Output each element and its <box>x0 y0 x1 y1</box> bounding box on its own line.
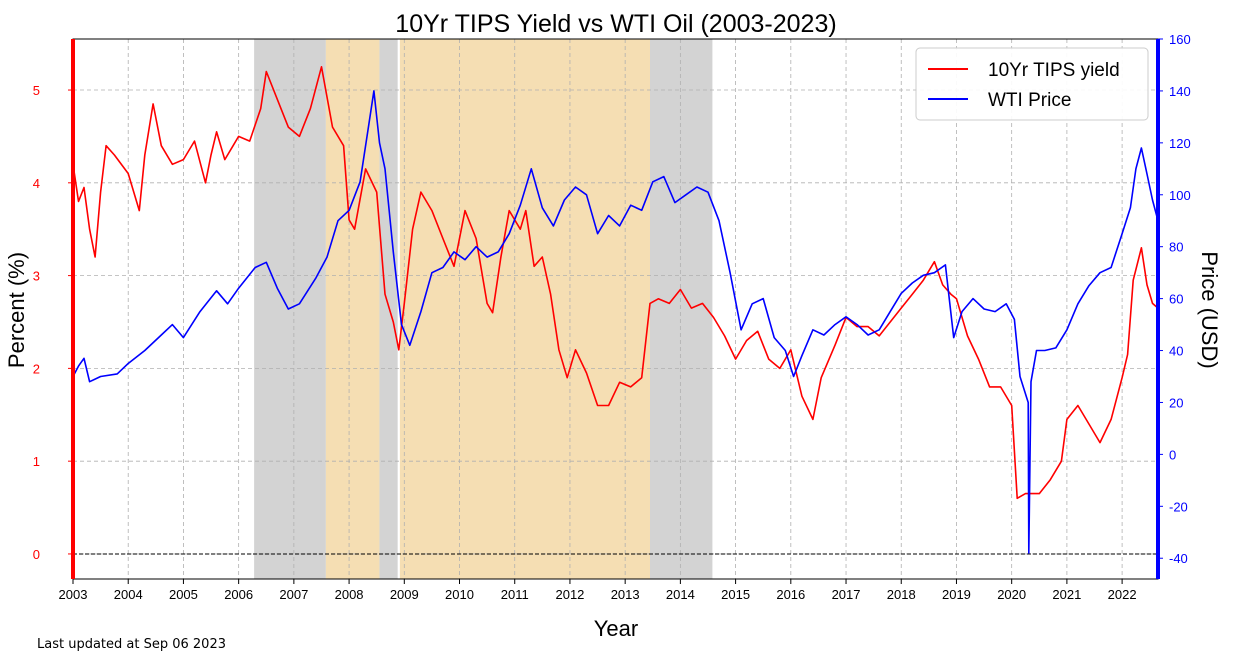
left-tick-label-3: 3 <box>33 269 40 284</box>
x-tick-label-2003: 2003 <box>59 587 88 602</box>
x-tick-label-2006: 2006 <box>224 587 253 602</box>
x-tick-label-2016: 2016 <box>776 587 805 602</box>
x-tick-label-2014: 2014 <box>666 587 695 602</box>
x-tick-label-2011: 2011 <box>501 587 529 602</box>
x-tick-label-2009: 2009 <box>390 587 419 602</box>
series-line-1 <box>72 90 1159 554</box>
legend-label-wti: WTI Price <box>988 90 1071 111</box>
right-tick-label-160: 160 <box>1169 32 1191 47</box>
x-tick-label-2010: 2010 <box>445 587 474 602</box>
left-tick-label-1: 1 <box>33 454 40 469</box>
shaded-region-2 <box>379 39 398 579</box>
right-tick-label-60: 60 <box>1169 292 1183 307</box>
right-tick-label--20: -20 <box>1169 499 1188 514</box>
series-line-0 <box>72 66 1159 500</box>
right-tick-label-0: 0 <box>1169 447 1176 462</box>
shaded-region-4 <box>650 39 713 579</box>
left-axis-label: Percent (%) <box>4 252 29 368</box>
x-tick-label-2018: 2018 <box>887 587 916 602</box>
legend-box <box>915 47 1149 121</box>
x-tick-label-2020: 2020 <box>997 587 1026 602</box>
right-tick-label-20: 20 <box>1169 395 1183 410</box>
right-tick-label-40: 40 <box>1169 344 1183 359</box>
shaded-regions <box>254 39 713 579</box>
shaded-region-3 <box>399 39 651 579</box>
left-tick-label-4: 4 <box>33 176 40 191</box>
x-tick-label-2005: 2005 <box>169 587 198 602</box>
last-updated-note: Last updated at Sep 06 2023 <box>37 637 226 652</box>
axis-ticks: 2003 2004 2005 2006 2007 2008 2009 2010 2011 2012… <box>33 32 1191 602</box>
x-tick-label-2019: 2019 <box>942 587 971 602</box>
right-tick-label-120: 120 <box>1169 136 1191 151</box>
x-tick-label-2013: 2013 <box>611 587 640 602</box>
x-tick-label-2015: 2015 <box>721 587 750 602</box>
right-tick-label-140: 140 <box>1169 84 1191 99</box>
x-tick-label-2007: 2007 <box>279 587 308 602</box>
right-tick-label--40: -40 <box>1169 551 1188 566</box>
legend-label-tips: 10Yr TIPS yield <box>988 60 1120 81</box>
right-tick-label-100: 100 <box>1169 188 1191 203</box>
x-tick-label-2012: 2012 <box>555 587 584 602</box>
shaded-region-1 <box>325 39 380 579</box>
x-tick-label-2022: 2022 <box>1108 587 1137 602</box>
legend: 10Yr TIPS yield WTI Price <box>915 47 1149 121</box>
chart-title: 10Yr TIPS Yield vs WTI Oil (2003-2023) <box>395 10 836 38</box>
x-axis-label: Year <box>594 616 638 641</box>
left-tick-label-5: 5 <box>33 83 40 98</box>
right-axis-label: Price (USD) <box>1197 251 1222 368</box>
left-tick-label-0: 0 <box>33 547 40 562</box>
x-tick-label-2004: 2004 <box>114 587 143 602</box>
x-tick-label-2021: 2021 <box>1052 587 1081 602</box>
right-tick-label-80: 80 <box>1169 240 1183 255</box>
data-series <box>72 66 1159 554</box>
x-tick-label-2008: 2008 <box>335 587 364 602</box>
left-tick-label-2: 2 <box>33 361 40 376</box>
x-tick-label-2017: 2017 <box>832 587 861 602</box>
